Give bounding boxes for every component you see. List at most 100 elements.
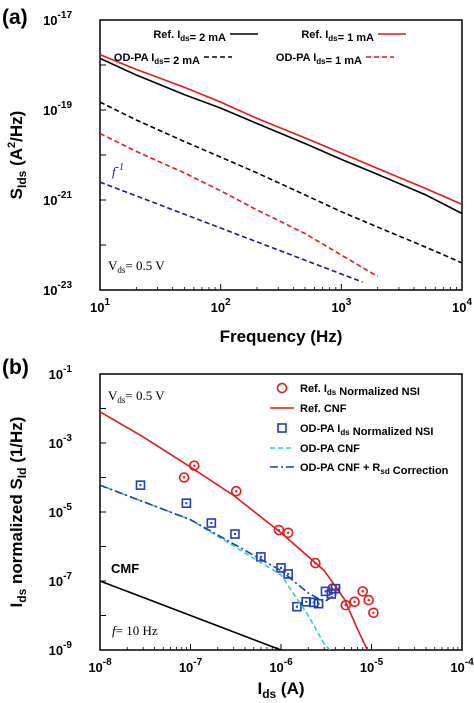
- panel-b-frame: [99, 373, 463, 651]
- panel-b-vds-annotation: Vds= 0.5 V: [108, 388, 165, 405]
- data-point-dot: [330, 592, 333, 595]
- x-tick-label: 102: [211, 297, 231, 315]
- data-point-circle: [310, 557, 321, 569]
- panel-a-x-axis-label: Frequency (Hz): [220, 327, 343, 346]
- panel-a-minor-ticks: [99, 19, 463, 291]
- data-point-square: [135, 480, 146, 490]
- data-point-circle: [349, 596, 360, 608]
- panel-b-label: (b): [2, 356, 29, 379]
- data-point-dot: [353, 600, 356, 603]
- data-point-square: [181, 498, 192, 508]
- legend-label: Ref. CNF: [300, 403, 347, 415]
- legend-label: OD-PA Ids= 2 mA: [114, 52, 200, 67]
- data-point-square: [283, 569, 293, 579]
- panel-a-y-ticks: 10-23 10-21 10-19 10-17: [43, 10, 72, 298]
- data-point-dot: [233, 533, 236, 536]
- data-point-square: [308, 597, 319, 608]
- series-line: [100, 53, 462, 206]
- legend-label: Ref. Ids= 1 mA: [301, 29, 374, 44]
- data-point-dot: [334, 587, 337, 590]
- x-tick-label: 10-5: [360, 657, 384, 675]
- panel-a-series: [100, 53, 462, 283]
- panel-a-vds-annotation: Vds= 0.5 V: [108, 258, 165, 275]
- legend-swatch: [276, 382, 288, 394]
- panel-b-cmf-annotation: CMF: [111, 561, 139, 576]
- data-point-circle: [273, 524, 285, 536]
- data-point-circle: [368, 607, 379, 619]
- panel-b-minor-ticks: [99, 373, 463, 651]
- panel-b-x-ticks: 10-8 10-7 10-6 10-5 10-4: [88, 657, 474, 675]
- data-point-dot: [139, 484, 142, 487]
- data-point-dot: [259, 555, 262, 558]
- x-tick-label: 104: [452, 297, 472, 315]
- y-tick-label: 10-3: [49, 433, 73, 451]
- data-point-dot: [193, 464, 196, 467]
- y-tick-label: 10-1: [49, 364, 73, 382]
- data-point-dot: [210, 521, 213, 524]
- data-point-square: [230, 529, 240, 539]
- data-point-square: [320, 586, 331, 597]
- data-point-dot: [280, 566, 282, 569]
- data-point-dot: [317, 602, 320, 605]
- panel-b-series: [100, 411, 379, 650]
- data-point-circle: [363, 594, 374, 606]
- series-line: [100, 580, 282, 650]
- panel-b-legend: Ref. Ids Normalized NSI Ref. CNF OD-PA Ids…: [270, 382, 449, 477]
- panel-b: (b) 10-8 10-7 10-6 10-5 10-4 10-910-710-510-…: [2, 356, 474, 701]
- x-tick-label: 101: [90, 297, 110, 315]
- series-line: [100, 132, 379, 278]
- panel-b-y-axis-label: Ids normalized SId (1/Hz): [7, 417, 29, 608]
- data-point-square: [292, 601, 302, 612]
- x-tick-label: 10-7: [179, 657, 203, 675]
- data-point-dot: [305, 600, 308, 603]
- data-point-dot: [295, 605, 298, 608]
- data-point-square: [206, 518, 217, 528]
- x-tick-label: 10-8: [88, 657, 112, 675]
- series-line: [100, 101, 462, 264]
- data-point-dot: [372, 611, 375, 614]
- data-point-dot: [367, 598, 370, 602]
- data-point-dot: [235, 490, 238, 493]
- legend-swatch: [277, 423, 287, 433]
- y-tick-label: 10-9: [49, 640, 73, 658]
- series-line: [100, 484, 341, 603]
- data-point-square: [313, 598, 324, 609]
- y-tick-label: 10-23: [43, 280, 72, 298]
- legend-label: Ref. Ids= 2 mA: [153, 29, 226, 44]
- x-tick-label: 10-4: [450, 657, 474, 675]
- panel-b-x-axis-label: Ids (A): [257, 679, 304, 701]
- data-point-dot: [286, 531, 290, 534]
- legend-label: OD-PA CNF: [300, 443, 360, 455]
- data-point-dot: [185, 502, 188, 505]
- y-tick-label: 10-7: [49, 571, 73, 589]
- y-tick-label: 10-19: [43, 100, 72, 118]
- data-point-dot: [312, 601, 315, 604]
- x-tick-label: 103: [331, 297, 351, 315]
- x-tick-label: 10-6: [269, 657, 293, 675]
- series-line: [100, 411, 369, 650]
- legend-label: Ref. Ids Normalized NSI: [300, 383, 420, 398]
- data-point-circle: [178, 472, 190, 483]
- data-point-circle: [282, 527, 294, 539]
- legend-label: OD-PA Ids= 1 mA: [276, 52, 362, 67]
- data-point-circle: [357, 586, 369, 597]
- panel-a-legend: Ref. Ids= 2 mA Ref. Ids= 1 mA OD-PA Ids= 2…: [114, 29, 406, 67]
- data-point-dot: [182, 476, 186, 479]
- panel-b-frequency-annotation: f= 10 Hz: [112, 623, 158, 638]
- series-line: [100, 57, 462, 215]
- y-tick-label: 10-5: [49, 502, 73, 520]
- panel-a-f-inverse-annotation: f-1: [112, 162, 124, 179]
- legend-label: OD-PA CNF + Rsd Correction: [300, 462, 449, 477]
- data-point-dot: [361, 590, 364, 593]
- panel-a-y-axis-label: SIds (A2/Hz): [6, 111, 29, 200]
- series-line: [100, 181, 363, 283]
- data-point-dot: [324, 590, 327, 593]
- panel-b-y-ticks: 10-9 10-7 10-5 10-3 10-1: [49, 364, 73, 658]
- data-point-circle: [230, 485, 242, 497]
- y-tick-label: 10-21: [43, 190, 72, 208]
- panel-a-x-ticks: 101 102 103 104: [90, 297, 472, 315]
- panel-a: (a) 101 102 103 104 10-23 10-21 10-19 10-17 Fr…: [2, 6, 472, 346]
- panel-a-label: (a): [2, 6, 28, 29]
- y-tick-label: 10-17: [43, 10, 72, 28]
